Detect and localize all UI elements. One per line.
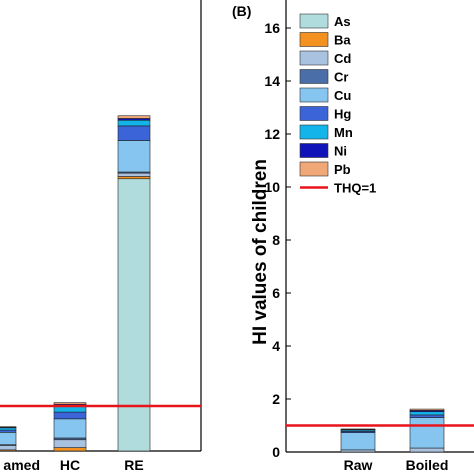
panel-a-bar-re-cu: [117, 140, 151, 173]
panel-b-legend-swatch-cr: [299, 69, 329, 84]
panel-b-legend-label-cd: Cd: [334, 51, 351, 66]
panel-a-bar-steamed-cr: [0, 444, 17, 446]
panel-a-bar-re-ba: [117, 176, 151, 180]
panel-a-bar-steamed-ba: [0, 449, 17, 452]
panel-b-y-tick-label-2: 2: [272, 391, 280, 407]
panel-b-bar-raw-cu: [340, 432, 376, 451]
panel-b-legend-swatch-as: [299, 13, 329, 29]
panel-b-legend-label-hg: Hg: [334, 107, 351, 122]
panel-b-y-axis-label: HI values of children: [250, 159, 271, 345]
panel-a-x-tick-label-steamed: amed: [3, 457, 40, 473]
panel-b-bar-raw-cd: [340, 449, 376, 453]
panel-b-x-tick-label-raw: Raw: [344, 457, 373, 473]
panel-b-legend-label-cu: Cu: [334, 88, 351, 103]
panel-b-y-tick-label-8: 8: [272, 232, 280, 248]
panel-b-y-tick-label-0: 0: [272, 444, 280, 460]
panel-b-legend-label-ba: Ba: [334, 33, 351, 48]
panel-a-bar-steamed-pb: [0, 426, 17, 428]
panel-a-bar-steamed-mn: [0, 427, 17, 431]
panel-b-title: (B): [232, 3, 251, 19]
panel-a-bar-hc-cu: [53, 418, 87, 439]
panel-b-y-tick-label-6: 6: [272, 285, 280, 301]
panel-a-bar-re-hg: [117, 125, 151, 141]
panel-b-y-tick-label-4: 4: [272, 338, 280, 354]
panel-a-bar-re-pb: [117, 115, 151, 119]
panel-b-legend-label-threshold: THQ=1: [334, 181, 376, 196]
panel-b-legend-label-as: As: [334, 14, 351, 29]
panel-b-bar-raw-pb: [340, 428, 376, 430]
panel-b-legend-label-pb: Pb: [334, 162, 351, 177]
panel-b-legend-swatch-hg: [299, 106, 329, 121]
panel-a-bar-re-mn: [117, 119, 151, 127]
panel-b-legend-swatch-pb: [299, 161, 329, 177]
panel-a-bar-hc-mn: [53, 406, 87, 413]
panel-a-bar-hc-pb: [53, 402, 87, 405]
panel-b-y-tick-label-16: 16: [264, 20, 280, 36]
panel-b-legend-label-cr: Cr: [334, 70, 348, 85]
panel-b-legend-label-ni: Ni: [334, 144, 347, 159]
panel-a-x-tick-label-re: RE: [124, 457, 143, 473]
panel-a-chart: amed HC RE: [0, 0, 202, 473]
panel-a-bar-hc-hg: [53, 411, 87, 420]
panel-a-bar-re-as: [117, 178, 151, 452]
panel-a-bar-hc-cd: [53, 439, 87, 448]
panel-b-chart: (B) 0 2 4 6 8 10 12 14 16 HI values of children Raw…: [232, 0, 474, 473]
panel-b-legend-swatch-cd: [299, 50, 329, 66]
panel-b-y-tick-label-14: 14: [264, 73, 280, 89]
panel-b-bar-boiled-mn: [409, 411, 445, 416]
panel-b-bar-boiled-cu: [409, 417, 445, 449]
panel-a-bar-re-cd: [117, 172, 151, 177]
panel-a-x-tick-label-hc: HC: [60, 457, 80, 473]
panel-b-legend-label-mn: Mn: [334, 125, 353, 140]
panel-b-bar-boiled-hg: [409, 414, 445, 418]
panel-b-y-tick-label-12: 12: [264, 126, 280, 142]
panel-a-bar-hc-ba: [53, 447, 87, 452]
panel-b-legend-swatch-ni: [299, 143, 329, 158]
panel-b-bar-boiled-pb: [409, 408, 445, 411]
panel-b-x-tick-label-boiled: Boiled: [406, 457, 449, 473]
panel-a-bar-steamed-cu: [0, 432, 17, 446]
panel-a-bar-steamed-cd: [0, 445, 17, 451]
panel-b-y-tick-label-10: 10: [264, 179, 280, 195]
panel-b-legend-swatch-cu: [299, 87, 329, 103]
panel-a-bar-steamed-hg: [0, 429, 17, 433]
panel-b-legend-swatch-mn: [299, 124, 329, 140]
panel-b-legend-swatch-ba: [299, 32, 329, 47]
panel-b-bar-boiled-cd: [409, 447, 445, 453]
